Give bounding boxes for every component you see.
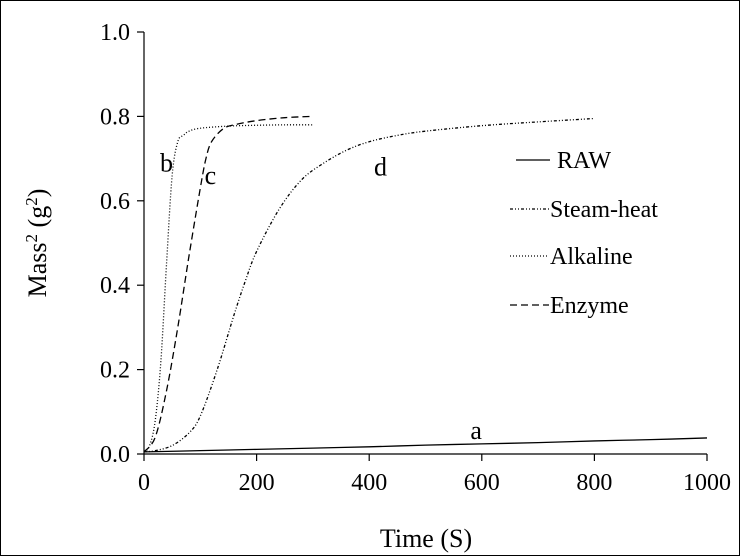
curve-annotation-d: d <box>374 152 387 181</box>
legend-item-steam-heat: Steam-heat <box>510 197 658 223</box>
series-line-enzyme <box>143 115 313 453</box>
series-layer <box>143 115 708 453</box>
legend-item-raw: RAW <box>516 148 611 174</box>
plot-area: 0.0 0.2 0.4 0.6 0.8 1.0 0 200 400 600 800 1000 a b c… <box>100 20 731 496</box>
curve-annotation-c: c <box>205 161 217 190</box>
legend-item-alkaline: Alkaline <box>510 244 633 270</box>
y-tick-label: 0.6 <box>100 189 130 215</box>
curve-annotation-a: a <box>470 416 482 445</box>
series-line-raw <box>143 437 708 453</box>
series-line-alkaline <box>143 124 313 453</box>
legend-label-enzyme: Enzyme <box>550 293 629 319</box>
x-tick-label: 600 <box>464 470 500 496</box>
legend-label-steam-heat: Steam-heat <box>550 197 658 223</box>
legend-label-raw: RAW <box>557 148 611 174</box>
x-tick-label: 800 <box>576 470 612 496</box>
y-ticks: 0.0 0.2 0.4 0.6 0.8 1.0 <box>100 20 144 468</box>
y-tick-label: 0.8 <box>100 104 130 130</box>
legend-label-alkaline: Alkaline <box>550 244 633 270</box>
legend: RAW Steam-heat Alkaline Enzyme <box>510 148 658 319</box>
x-tick-label: 200 <box>239 470 275 496</box>
y-tick-label: 0.2 <box>100 358 130 384</box>
y-tick-label: 0.0 <box>100 442 130 468</box>
y-tick-label: 0.4 <box>100 273 130 299</box>
x-ticks: 0 200 400 600 800 1000 <box>138 454 731 496</box>
x-axis-label: Time (S) <box>380 524 472 553</box>
x-tick-label: 1000 <box>683 470 731 496</box>
y-axis-label: Mass2 (g2) <box>22 189 52 298</box>
y-tick-label: 1.0 <box>100 20 130 46</box>
legend-item-enzyme: Enzyme <box>510 293 629 319</box>
x-tick-label: 0 <box>138 470 150 496</box>
x-tick-label: 400 <box>351 470 387 496</box>
curve-annotation-b: b <box>160 148 173 177</box>
annotation-layer: a b c d <box>160 148 482 445</box>
